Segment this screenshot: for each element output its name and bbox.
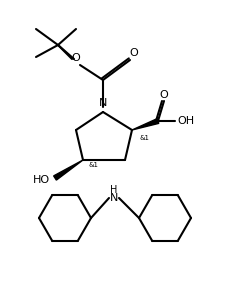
Text: N: N [98,98,107,108]
Text: &1: &1 [89,162,99,168]
Polygon shape [53,160,83,180]
Text: H: H [110,185,117,195]
Text: N: N [109,193,118,203]
Text: OH: OH [177,116,194,126]
Polygon shape [131,119,158,130]
Text: O: O [159,90,168,100]
Text: O: O [71,53,80,63]
Text: HO: HO [32,175,49,185]
Text: &1: &1 [139,135,149,141]
Text: O: O [129,48,138,58]
